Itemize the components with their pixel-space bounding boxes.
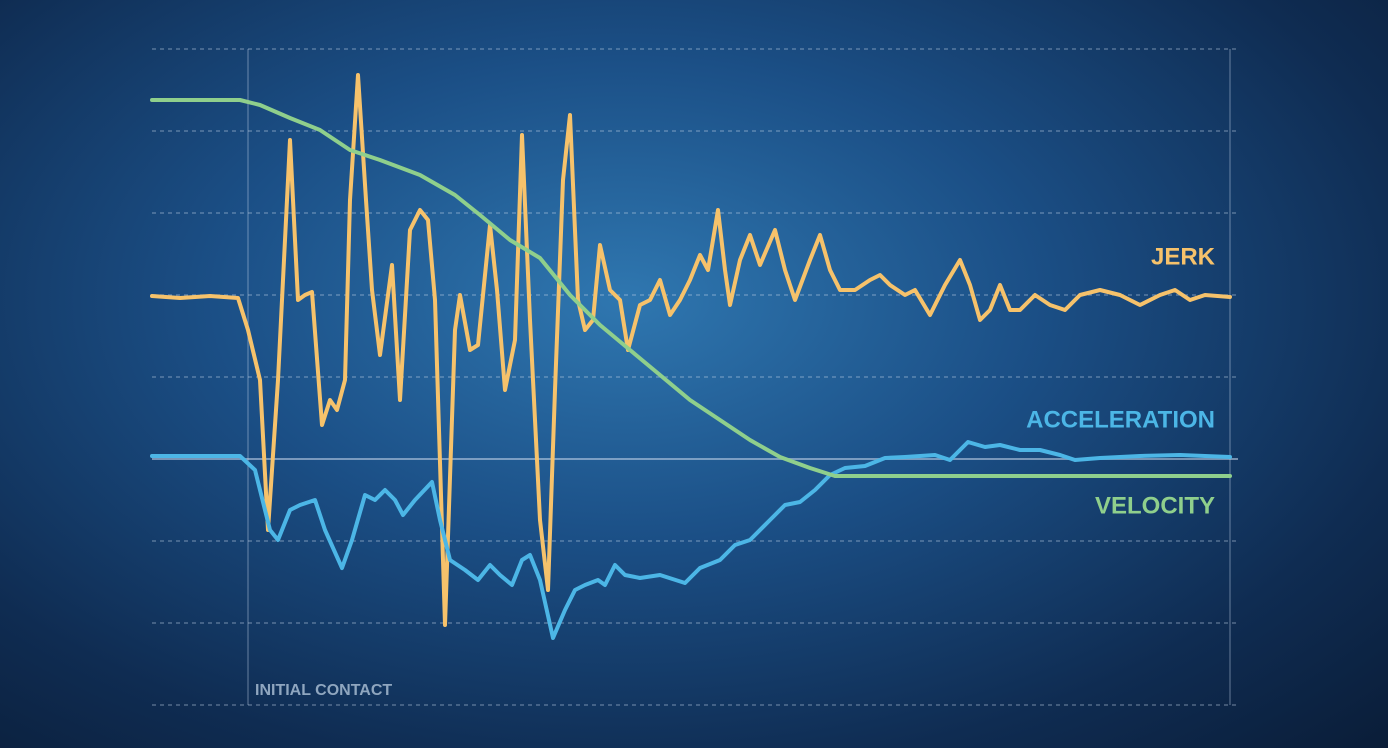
- series-line: [150, 73, 1232, 627]
- series-label: JERK: [1151, 243, 1216, 270]
- series-label: ACCELERATION: [1026, 406, 1215, 433]
- series-label: VELOCITY: [1095, 492, 1215, 519]
- series-line: [150, 440, 1232, 640]
- series-line: [150, 98, 1232, 478]
- annotation-label: INITIAL CONTACT: [255, 682, 392, 699]
